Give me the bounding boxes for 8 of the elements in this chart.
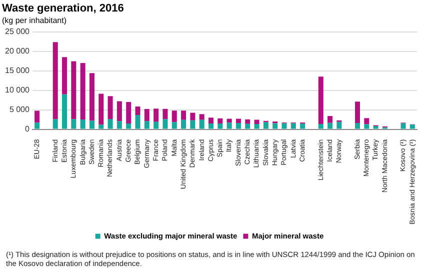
chart-subtitle: (kg per inhabitant) (2, 16, 67, 26)
y-tick-label: 25 000 (5, 27, 30, 36)
chart-title: Waste generation, 2016 (2, 2, 124, 15)
y-tick-label: 5 000 (9, 104, 30, 114)
y-tick-label: 20 000 (5, 46, 30, 56)
y-tick-label: 10 000 (5, 85, 30, 94)
y-tick-label: 15 000 (5, 66, 30, 75)
y-tick-label: 0 (25, 124, 30, 134)
